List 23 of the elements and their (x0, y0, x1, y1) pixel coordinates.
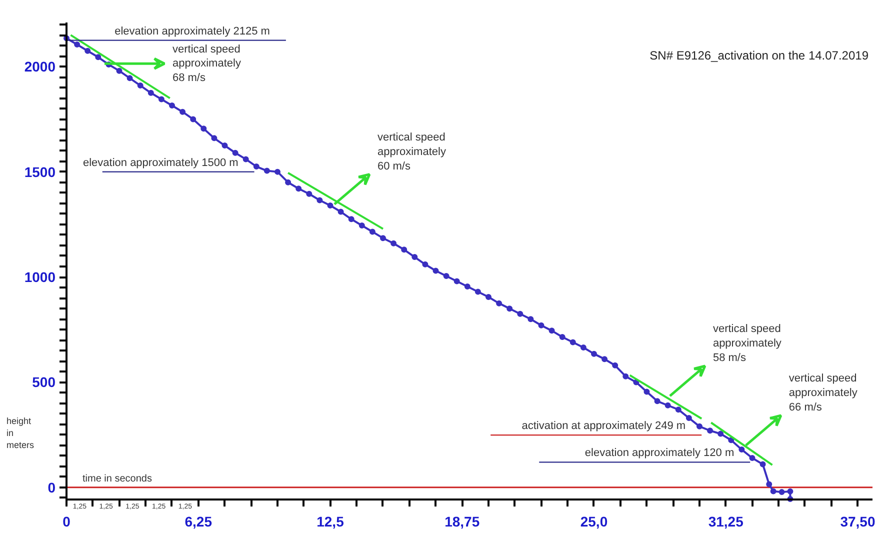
annotation: vertical speed approximately 60 m/s (377, 132, 446, 172)
series-label: activation at approximately 249 m (522, 420, 686, 432)
series-label: elevation approximately 120 m (584, 447, 734, 460)
x-tick-label: 0 (62, 514, 71, 530)
x-tick-label: 37,50 (840, 514, 876, 530)
x-axis-title: time in seconds (82, 473, 152, 484)
y-tick-label: 0 (48, 479, 56, 496)
x-tick-label: 18,75 (444, 514, 480, 530)
x-tick-label: 6,25 (184, 514, 212, 530)
x-tick-label: 31,25 (708, 514, 744, 530)
x-tick-label: 25,0 (580, 514, 608, 530)
annotation: vertical speed approximately 66 m/s (788, 372, 858, 414)
y-tick-label: 1000 (24, 269, 56, 286)
y-tick-label: 2000 (24, 58, 56, 75)
y-axis-title: height in meters (6, 416, 35, 450)
y-tick-label: 500 (32, 374, 56, 390)
annotation: vertical speed approximately 58 m/s (712, 323, 782, 364)
text: SN# E9126_activation on the 14.07.2019 (650, 48, 869, 62)
y-tick-label: 1500 (24, 164, 56, 180)
series-label: elevation approximately 2125 m (114, 25, 270, 38)
annotation: vertical speed approximately 68 m/s (172, 43, 242, 84)
series-label: elevation approximately 1500 m (82, 156, 238, 169)
x-tick-label: 12,5 (316, 514, 344, 530)
